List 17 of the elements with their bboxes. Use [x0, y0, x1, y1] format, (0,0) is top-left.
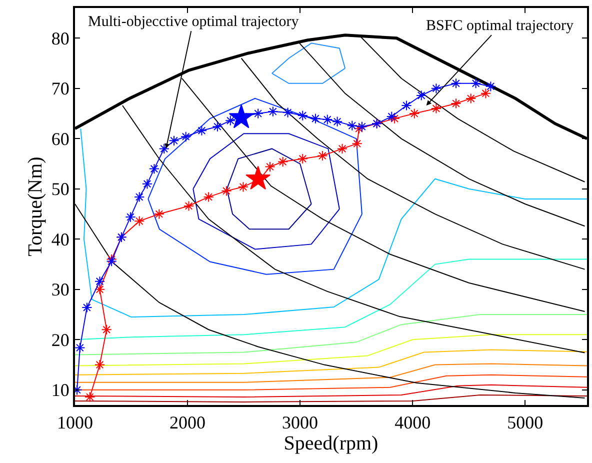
y-tick-label: 30 — [51, 280, 70, 300]
x-tick-label: 5000 — [507, 412, 544, 433]
annotation: Multi-objecctive optimal trajectory — [88, 14, 300, 30]
y-tick-label: 70 — [51, 78, 70, 99]
y-tick-label: 50 — [51, 179, 70, 200]
x-tick-label: 2000 — [170, 412, 206, 433]
x-tick-label: 3000 — [282, 412, 318, 433]
x-axis-title: Speed(rpm) — [284, 432, 378, 455]
annotation: BSFC optimal trajectory — [426, 18, 574, 34]
y-tick-label: 20 — [51, 330, 70, 350]
y-tick-label: 10 — [51, 380, 70, 400]
y-tick-label: 80 — [51, 28, 70, 48]
y-tick-label: 60 — [51, 128, 70, 149]
y-axis-title: Torque(Nm) — [24, 156, 46, 256]
x-tick-label: 4000 — [394, 412, 431, 433]
x-tick-label: 1000 — [57, 412, 93, 433]
y-tick-label: 40 — [51, 229, 70, 250]
